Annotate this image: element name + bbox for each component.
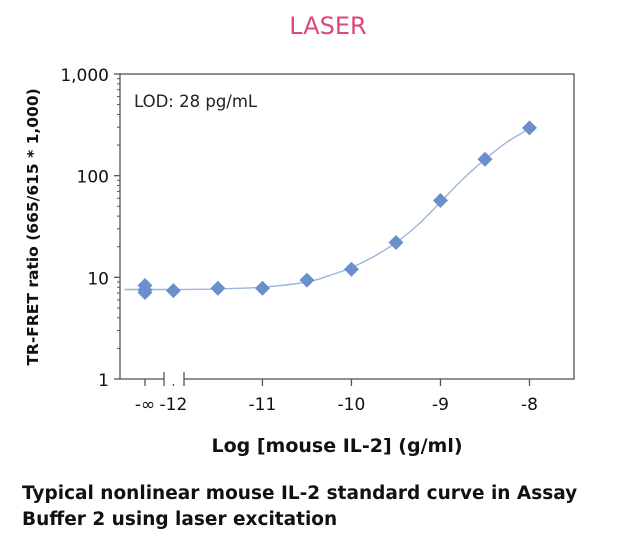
data-point	[343, 261, 359, 277]
chart: LASER LOD: 28 pg/mL TR-FRET ratio (665/6…	[24, 12, 575, 457]
caption-line-2: Buffer 2 using laser excitation	[22, 509, 338, 530]
lod-annotation: LOD: 28 pg/mL	[134, 92, 258, 111]
plot-frame	[119, 73, 575, 380]
data-markers	[137, 120, 537, 300]
y-ticks: 1 10 100 1,000	[60, 66, 120, 391]
x-ticks: -12 -11 -10 -9 -8 -∞	[135, 379, 538, 415]
data-point	[299, 272, 315, 288]
axis-break-gap	[164, 375, 184, 384]
data-point	[254, 280, 270, 296]
data-point	[210, 280, 226, 296]
x-tick-label: -9	[432, 395, 449, 415]
caption-line-1: Typical nonlinear mouse IL-2 standard cu…	[22, 483, 578, 504]
fit-curve	[124, 128, 530, 291]
y-axis-label: TR-FRET ratio (665/615 * 1,000)	[24, 88, 42, 365]
data-point	[165, 283, 181, 299]
data-point	[477, 151, 493, 167]
data-point	[432, 192, 448, 208]
x-tick-label: -12	[160, 395, 188, 415]
figure-caption: Typical nonlinear mouse IL-2 standard cu…	[22, 481, 622, 533]
x-axis-label: Log [mouse IL-2] (g/ml)	[211, 435, 462, 457]
chart-title: LASER	[289, 12, 366, 40]
x-tick-label: -10	[338, 395, 366, 415]
y-tick-label: 1,000	[60, 66, 109, 86]
x-axis-break	[163, 372, 185, 386]
y-tick-label: 100	[77, 168, 109, 188]
x-tick-label: -8	[521, 395, 538, 415]
y-tick-label: 1	[98, 371, 109, 391]
data-point	[388, 235, 404, 251]
x-tick-label-neg-infinity: -∞	[135, 395, 155, 415]
data-point	[521, 120, 537, 136]
y-tick-label: 10	[87, 269, 109, 289]
data-point-neg-infinity	[137, 284, 153, 300]
x-tick-label: -11	[249, 395, 277, 415]
